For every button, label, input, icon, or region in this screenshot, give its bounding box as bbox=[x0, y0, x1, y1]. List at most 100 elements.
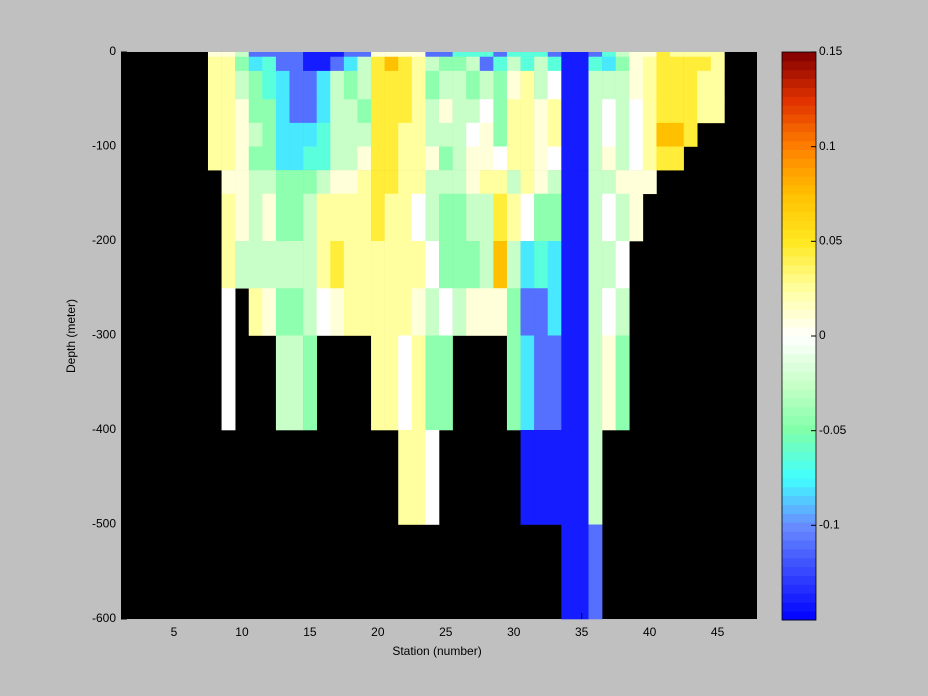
heatmap-cell bbox=[439, 288, 453, 336]
heatmap-cell bbox=[466, 56, 481, 72]
heatmap-cell bbox=[248, 52, 263, 58]
heatmap-cell bbox=[371, 56, 385, 72]
heatmap-cell bbox=[357, 56, 372, 72]
heatmap-cell bbox=[520, 70, 535, 100]
heatmap-cell bbox=[207, 99, 222, 124]
heatmap-cell bbox=[371, 241, 385, 289]
heatmap-cell bbox=[629, 70, 644, 100]
heatmap-cell bbox=[425, 193, 440, 242]
heatmap-cell bbox=[561, 335, 576, 431]
colorbar-band bbox=[782, 167, 816, 177]
heatmap-cell bbox=[506, 193, 521, 242]
x-tick-label: 40 bbox=[643, 625, 657, 639]
heatmap-cell bbox=[330, 56, 345, 72]
colorbar-tick-label: -0.05 bbox=[819, 423, 847, 437]
heatmap-cell bbox=[330, 288, 345, 336]
heatmap-cell bbox=[520, 193, 535, 242]
heatmap-cell bbox=[506, 335, 521, 431]
heatmap-cell bbox=[534, 70, 549, 100]
heatmap-cell bbox=[275, 170, 290, 195]
heatmap-cell bbox=[411, 146, 426, 171]
heatmap-cell bbox=[534, 52, 549, 58]
heatmap-cell bbox=[479, 70, 494, 100]
colorbar-band bbox=[782, 265, 816, 275]
heatmap-cell bbox=[343, 288, 358, 336]
heatmap-cell bbox=[221, 170, 236, 195]
heatmap-cell bbox=[343, 122, 358, 147]
heatmap-cell bbox=[642, 122, 657, 147]
heatmap-cell bbox=[466, 99, 481, 124]
heatmap-cell bbox=[561, 430, 576, 525]
heatmap-cell bbox=[670, 146, 684, 171]
colorbar-band bbox=[782, 584, 816, 594]
heatmap-cell bbox=[697, 56, 712, 72]
heatmap-cell bbox=[425, 56, 440, 72]
heatmap-cell bbox=[588, 170, 603, 195]
heatmap-cell bbox=[262, 52, 277, 58]
colorbar-band bbox=[782, 247, 816, 257]
heatmap-cell bbox=[371, 335, 385, 431]
colorbar-band bbox=[782, 229, 816, 239]
heatmap-cell bbox=[303, 241, 317, 289]
heatmap-cell bbox=[289, 193, 304, 242]
heatmap-cell bbox=[561, 170, 576, 195]
heatmap-cell bbox=[506, 56, 521, 72]
heatmap-cell bbox=[466, 146, 481, 171]
heatmap-cell bbox=[547, 193, 562, 242]
heatmap-cell bbox=[439, 335, 453, 431]
heatmap-cell bbox=[343, 241, 358, 289]
heatmap-cell bbox=[303, 288, 317, 336]
heatmap-cell bbox=[547, 99, 562, 124]
colorbar-band bbox=[782, 149, 816, 159]
colorbar-band bbox=[782, 273, 816, 284]
heatmap-cell bbox=[384, 99, 399, 124]
heatmap-cell bbox=[384, 335, 399, 431]
colorbar-band bbox=[782, 87, 816, 97]
colorbar-band bbox=[782, 557, 816, 568]
heatmap-cell bbox=[574, 170, 589, 195]
heatmap-cell bbox=[602, 146, 616, 171]
heatmap-cell bbox=[493, 170, 508, 195]
heatmap-cell bbox=[561, 70, 576, 100]
heatmap-cell bbox=[398, 122, 413, 147]
colorbar-band bbox=[782, 593, 816, 603]
heatmap-cell bbox=[425, 70, 440, 100]
heatmap-cell bbox=[479, 52, 494, 58]
heatmap-cell bbox=[221, 335, 236, 431]
heatmap-cell bbox=[425, 335, 440, 431]
heatmap-cell bbox=[289, 52, 304, 58]
heatmap-cell bbox=[561, 524, 576, 620]
heatmap-cell bbox=[384, 170, 399, 195]
colorbar-band bbox=[782, 256, 816, 266]
heatmap-cell bbox=[398, 170, 413, 195]
heatmap-cell bbox=[275, 146, 290, 171]
heatmap-cell bbox=[479, 146, 494, 171]
colorbar-tick-label: 0.15 bbox=[819, 44, 843, 58]
heatmap-cell bbox=[656, 99, 671, 124]
colorbar-band bbox=[782, 336, 816, 346]
heatmap-cell bbox=[493, 99, 508, 124]
heatmap-cell bbox=[615, 193, 630, 242]
heatmap-cell bbox=[275, 193, 290, 242]
colorbar-band bbox=[782, 202, 816, 213]
heatmap-cell bbox=[316, 122, 331, 147]
heatmap-cell bbox=[439, 52, 453, 58]
heatmap-cell bbox=[303, 170, 317, 195]
heatmap-cell bbox=[316, 70, 331, 100]
heatmap-cell bbox=[371, 288, 385, 336]
heatmap-cell bbox=[656, 122, 671, 147]
heatmap-cell bbox=[656, 52, 671, 58]
heatmap-cell bbox=[506, 241, 521, 289]
heatmap-cell bbox=[343, 170, 358, 195]
heatmap-cell bbox=[371, 170, 385, 195]
heatmap-cell bbox=[371, 122, 385, 147]
heatmap-cell bbox=[303, 56, 317, 72]
heatmap-cell bbox=[316, 241, 331, 289]
heatmap-cell bbox=[629, 146, 644, 171]
heatmap-cell bbox=[642, 56, 657, 72]
colorbar-band bbox=[782, 469, 816, 479]
heatmap-cell bbox=[479, 193, 494, 242]
heatmap-cell bbox=[235, 70, 250, 100]
colorbar-band bbox=[782, 566, 816, 577]
heatmap-cell bbox=[275, 52, 290, 58]
